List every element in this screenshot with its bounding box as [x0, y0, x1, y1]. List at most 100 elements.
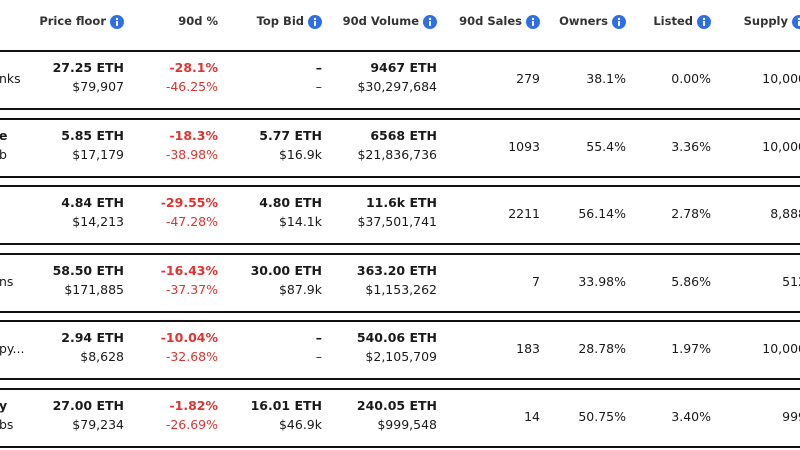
cell-text: 6568 ETH	[370, 127, 437, 143]
cell-text: 55.4%	[586, 138, 626, 154]
info-icon[interactable]	[792, 14, 800, 29]
cell-text: 56.14%	[578, 206, 626, 222]
table-row	[0, 388, 800, 448]
cell-text: $79,234	[72, 417, 124, 432]
cell-text: 38.1%	[586, 71, 626, 86]
cell-text: -28.1%	[169, 60, 218, 75]
cell-text: 9467 ETH	[370, 60, 437, 75]
cell-text: $8,628	[80, 349, 124, 365]
cell-text: 50.75%	[578, 409, 626, 424]
cell-text: 10,000	[762, 71, 800, 86]
cell-text: 5.86%	[671, 273, 711, 289]
cell-text: –	[315, 60, 322, 75]
table-row	[0, 252, 800, 313]
cell-text: 27.25 ETH	[52, 60, 124, 75]
cell-text: 183	[516, 341, 540, 357]
cell-text: $37,501,741	[357, 214, 437, 230]
cell-text: -18.3%	[169, 127, 218, 143]
column-header: 90d %	[178, 14, 218, 28]
table-row	[0, 117, 800, 178]
cell-text: 3.40%	[671, 409, 711, 424]
cell-text: 540.06 ETH	[356, 330, 437, 346]
cell-text: 1093	[508, 138, 540, 154]
cell-text: 58.50 ETH	[52, 262, 124, 278]
cell-text: 10,000	[762, 138, 800, 154]
cell-text: $30,297,684	[357, 79, 437, 94]
cell-text: 3.36%	[671, 138, 711, 154]
cell-text: 2.94 ETH	[61, 330, 124, 346]
collection-name: py...	[0, 341, 25, 357]
cell-text: 240.05 ETH	[356, 398, 437, 413]
cell-text: 999	[782, 409, 800, 424]
cell-text: $999,548	[377, 417, 437, 432]
info-icon[interactable]	[110, 14, 124, 29]
column-header: Supply	[743, 14, 788, 28]
collection-name: e	[0, 127, 8, 143]
cell-text: 33.98%	[578, 273, 626, 289]
cell-text: $14,213	[72, 214, 124, 230]
column-header: Top Bid	[256, 14, 304, 28]
cell-text: $87.9k	[278, 281, 322, 297]
cell-text: 30.00 ETH	[250, 262, 322, 278]
collection-name: y	[0, 398, 8, 413]
cell-text: 512	[782, 273, 800, 289]
cell-text: -16.43%	[160, 262, 218, 278]
column-header: Listed	[653, 14, 693, 28]
cell-text: 363.20 ETH	[356, 262, 437, 278]
cell-text: 1.97%	[671, 341, 711, 357]
cell-text: 2211	[508, 206, 540, 222]
cell-text: –	[315, 79, 322, 94]
cell-text: $46.9k	[278, 417, 322, 432]
cell-text: –	[315, 349, 322, 365]
cell-text: 5.77 ETH	[259, 127, 322, 143]
cell-text: -1.82%	[169, 398, 218, 413]
cell-text: 28.78%	[578, 341, 626, 357]
cell-text: $1,153,262	[365, 281, 437, 297]
cell-text: $79,907	[72, 79, 124, 94]
cell-text: $21,836,736	[357, 146, 437, 162]
cell-text: 7	[532, 273, 540, 289]
cell-text: 10,000	[762, 341, 800, 357]
cell-text: -10.04%	[160, 330, 218, 346]
cell-text: –	[315, 330, 322, 346]
cell-text: $171,885	[64, 281, 124, 297]
info-icon[interactable]	[612, 14, 626, 29]
info-icon[interactable]	[697, 14, 711, 29]
cell-text: 5.85 ETH	[61, 127, 124, 143]
column-header: 90d Volume	[342, 14, 419, 28]
collection-name: nks	[0, 71, 21, 86]
cell-text: $16.9k	[278, 146, 322, 162]
info-icon[interactable]	[423, 14, 437, 29]
cell-text: 11.6k ETH	[365, 195, 437, 211]
table-row	[0, 185, 800, 246]
cell-text: 0.00%	[671, 71, 711, 86]
cell-text: $2,105,709	[365, 349, 437, 365]
cell-text: -38.98%	[165, 146, 218, 162]
cell-text: -26.69%	[165, 417, 218, 432]
cell-text: 279	[516, 71, 540, 86]
collection-name: bs	[0, 417, 14, 432]
cell-text: -37.37%	[165, 281, 218, 297]
table-row	[0, 320, 800, 381]
cell-text: -46.25%	[165, 79, 218, 94]
cell-text: 4.84 ETH	[61, 195, 124, 211]
cell-text: 2.78%	[671, 206, 711, 222]
cell-text: $17,179	[72, 146, 124, 162]
info-icon[interactable]	[526, 14, 540, 29]
cell-text: 4.80 ETH	[259, 195, 322, 211]
cell-text: -29.55%	[160, 195, 218, 211]
cell-text: -32.68%	[165, 349, 218, 365]
collection-name: b	[0, 146, 7, 162]
column-header: Price floor	[39, 14, 106, 28]
column-header: 90d Sales	[459, 14, 522, 28]
column-header: Owners	[559, 14, 608, 28]
table-row	[0, 50, 800, 110]
cell-text: 14	[524, 409, 540, 424]
collection-name: ns	[0, 273, 14, 289]
info-icon[interactable]	[308, 14, 322, 29]
cell-text: 27.00 ETH	[52, 398, 124, 413]
cell-text: 16.01 ETH	[250, 398, 322, 413]
cell-text: $14.1k	[278, 214, 322, 230]
cell-text: 8,888	[770, 206, 800, 222]
